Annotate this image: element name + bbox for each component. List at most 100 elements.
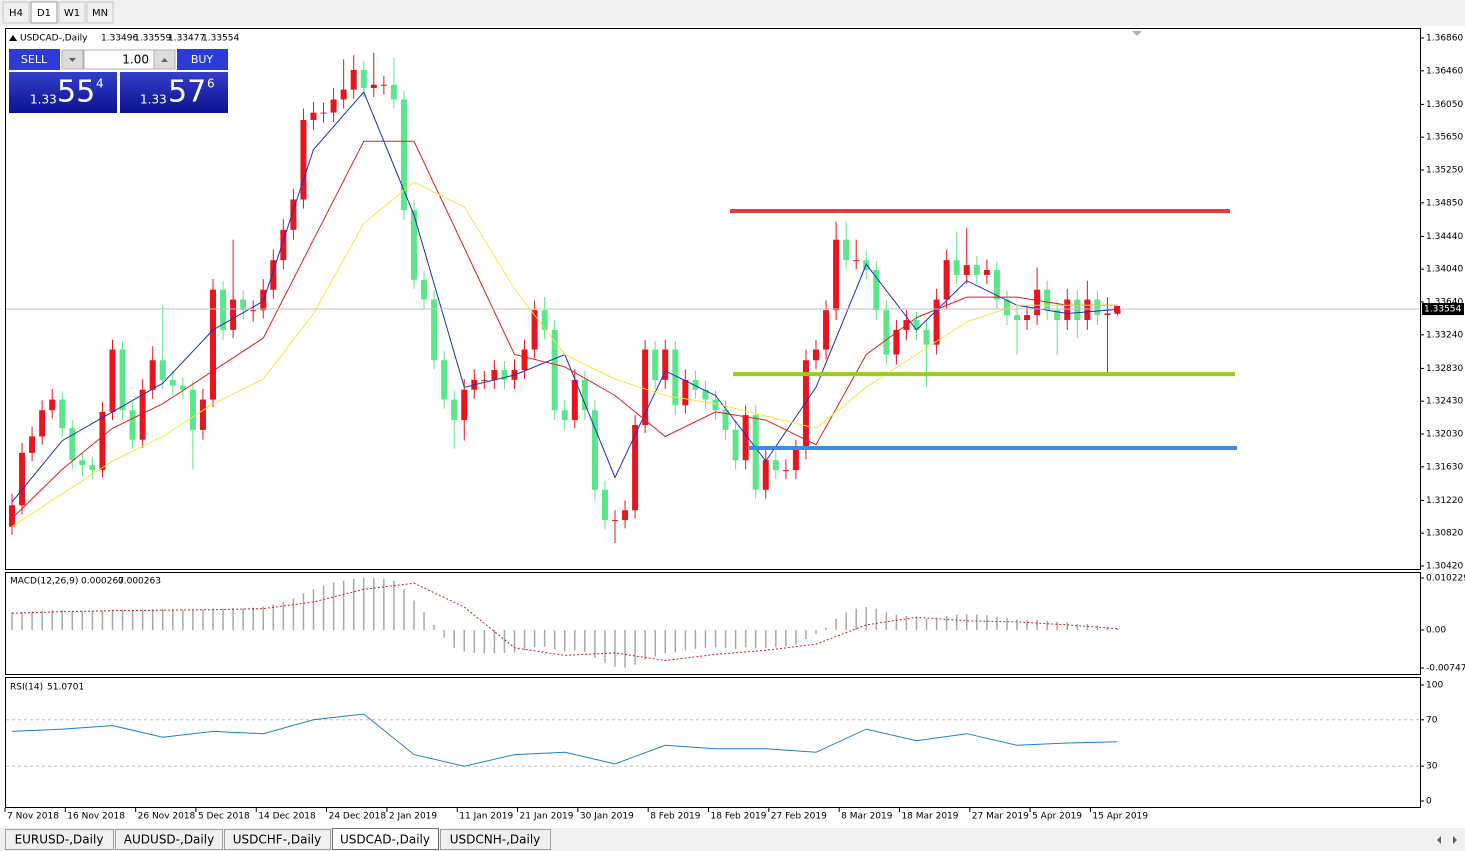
candle-body	[612, 520, 618, 522]
buy-button[interactable]	[177, 49, 228, 70]
macd-bar	[443, 629, 445, 638]
candle-body	[943, 260, 950, 300]
bid-box[interactable]	[9, 72, 117, 113]
x-tick-label: 14 Dec 2018	[258, 812, 316, 822]
macd-bar	[895, 614, 898, 630]
macd-bar	[875, 608, 878, 630]
macd-bar	[1086, 623, 1089, 630]
candle-body	[39, 410, 46, 437]
macd-bar	[865, 607, 867, 630]
tab-label: AUDUSD-,Daily	[124, 833, 214, 847]
macd-bar	[302, 593, 305, 630]
tab-label: USDCHF-,Daily	[233, 833, 321, 847]
y-tick-label: 1.36860	[1426, 34, 1463, 44]
candle-body	[752, 415, 759, 490]
candle-body	[1003, 299, 1010, 316]
symbol-tab[interactable]	[5, 829, 114, 850]
macd-bar	[1116, 628, 1119, 630]
candle-body	[89, 465, 96, 471]
macd-bar	[101, 610, 104, 630]
macd-bar	[111, 609, 114, 630]
sell-button[interactable]	[9, 49, 60, 70]
macd-signal-value: 0.000263	[118, 577, 161, 587]
ask-pips: 57	[168, 75, 206, 110]
candle-body	[772, 460, 779, 471]
symbol-tab[interactable]	[224, 829, 331, 850]
symbol-tabs: EURUSD-,Daily AUDUSD-,Daily USDCHF-,Dail…	[5, 828, 1457, 850]
tf-button[interactable]	[58, 1, 86, 24]
macd-bar	[744, 629, 747, 648]
candle-body	[561, 410, 568, 421]
candle-body	[551, 329, 558, 411]
macd-bar	[81, 611, 84, 630]
candle-body	[320, 112, 327, 114]
candle-body	[99, 411, 106, 471]
macd-bar	[845, 612, 847, 630]
candle-body	[823, 310, 830, 350]
macd-bar	[1006, 618, 1008, 630]
candle-body	[330, 99, 337, 113]
macd-bar	[413, 600, 415, 630]
bid-big: 1.33	[30, 93, 57, 107]
symbol-tab-active[interactable]	[332, 828, 439, 850]
tf-button[interactable]	[86, 1, 114, 24]
tab-scroll-left[interactable]	[1437, 836, 1441, 844]
chart-title: USDCAD-,Daily	[20, 34, 88, 44]
ask-box[interactable]	[120, 72, 228, 113]
candle-body	[813, 349, 819, 361]
macd-bar	[222, 608, 224, 630]
y-tick-label: 70	[1426, 715, 1438, 725]
macd-bar	[825, 627, 827, 630]
macd-bar	[212, 608, 214, 630]
macd-bar	[724, 629, 727, 648]
candle-body	[431, 299, 438, 361]
macd-bar	[905, 615, 908, 630]
candle-body	[833, 239, 840, 311]
macd-bar	[182, 609, 184, 630]
symbol-tab[interactable]	[440, 829, 551, 850]
macd-bar	[513, 629, 516, 653]
candle-body	[722, 410, 729, 430]
rsi-panel	[5, 677, 1421, 808]
collapse-icon[interactable]	[9, 35, 17, 41]
candle-body	[19, 452, 26, 506]
candle-body	[953, 260, 960, 275]
macd-bar	[915, 617, 918, 630]
symbol-tab[interactable]	[115, 829, 223, 850]
tf-label: W1	[64, 8, 80, 19]
trade-panel: SELL 1.00 BUY 1.33 55 4 1.33 57 6	[9, 48, 228, 113]
tf-button-active[interactable]	[30, 1, 58, 24]
macd-bar	[1056, 621, 1058, 630]
candle-body	[230, 299, 237, 330]
y-tick-label: 0.00	[1426, 625, 1446, 635]
price-panel	[5, 28, 1421, 570]
candle-body	[461, 389, 468, 421]
tab-scroll-right[interactable]	[1453, 836, 1457, 844]
y-tick-label: 1.32830	[1426, 364, 1463, 374]
macd-bar	[945, 615, 948, 630]
candle-body	[682, 379, 689, 406]
candle-body	[400, 99, 407, 211]
macd-bar	[483, 629, 486, 654]
macd-bar	[383, 579, 385, 630]
macd-bar	[172, 609, 174, 630]
bid-point: 4	[96, 77, 104, 91]
macd-bar	[21, 611, 23, 630]
macd-bar	[342, 580, 345, 630]
tf-button[interactable]	[2, 1, 30, 24]
macd-bar	[1026, 620, 1028, 630]
candle-body	[933, 299, 940, 345]
plot-layer: 1.36860 1.36460 1.36050 1.35650 1.35250 1.348…	[4, 34, 1465, 822]
macd-bar	[704, 629, 707, 648]
macd-bar	[955, 614, 958, 630]
candle-body	[963, 265, 970, 275]
candle-body	[601, 489, 608, 521]
candle-body	[119, 349, 126, 411]
macd-bar	[654, 629, 656, 657]
x-tick-label: 5 Apr 2019	[1032, 812, 1082, 822]
y-tick-label: 1.33640	[1426, 298, 1463, 308]
candle-body	[1084, 299, 1091, 321]
candle-body	[280, 229, 287, 261]
indicator-line	[11, 181, 1118, 528]
candle-body	[481, 379, 488, 381]
